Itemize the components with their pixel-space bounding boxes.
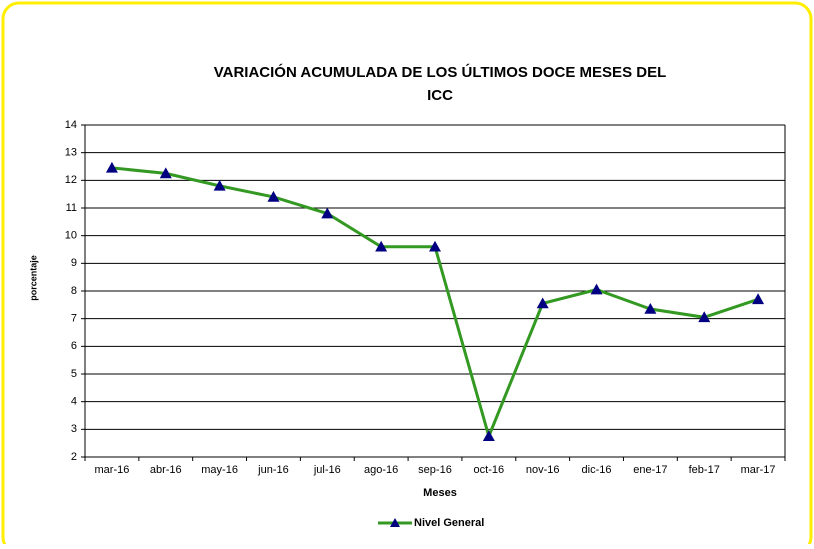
y-tick-label: 7 xyxy=(71,313,77,325)
marker xyxy=(375,240,388,252)
y-tick-label: 13 xyxy=(65,147,77,159)
marker xyxy=(590,283,603,295)
marker xyxy=(267,190,280,202)
y-tick-label: 4 xyxy=(71,396,77,408)
legend-label: Nivel General xyxy=(414,517,484,529)
x-tick-label: jul-16 xyxy=(313,464,341,476)
x-tick-label: ago-16 xyxy=(364,464,398,476)
y-axis-label: porcentaje xyxy=(28,255,38,301)
x-tick-label: dic-16 xyxy=(582,464,612,476)
x-tick-label: mar-17 xyxy=(741,464,776,476)
x-axis-label: Meses xyxy=(423,487,457,499)
x-tick-label: jun-16 xyxy=(257,464,289,476)
x-tick-label: oct-16 xyxy=(474,464,505,476)
marker xyxy=(482,430,495,442)
y-tick-label: 12 xyxy=(65,174,77,186)
legend-marker xyxy=(390,518,400,527)
y-tick-label: 9 xyxy=(71,257,77,269)
chart-title: VARIACIÓN ACUMULADA DE LOS ÚLTIMOS DOCE … xyxy=(214,63,667,104)
y-tick-label: 8 xyxy=(71,285,77,297)
marker xyxy=(213,179,226,191)
x-tick-label: may-16 xyxy=(201,464,238,476)
marker xyxy=(159,167,172,179)
y-tick-label: 14 xyxy=(65,119,77,131)
marker xyxy=(105,161,118,173)
x-tick-label: nov-16 xyxy=(526,464,560,476)
y-tick-label: 6 xyxy=(71,340,77,352)
y-tick-label: 10 xyxy=(65,230,77,242)
y-tick-label: 11 xyxy=(66,202,77,214)
marker xyxy=(429,240,441,252)
x-tick-label: abr-16 xyxy=(150,464,182,476)
x-tick-label: mar-16 xyxy=(95,464,130,476)
x-tick-label: ene-17 xyxy=(633,464,667,476)
marker xyxy=(321,207,334,219)
y-tick-label: 2 xyxy=(71,451,77,463)
marker xyxy=(644,302,657,314)
x-tick-label: sep-16 xyxy=(418,464,452,476)
marker xyxy=(536,297,549,309)
x-tick-label: feb-17 xyxy=(689,464,720,476)
y-tick-label: 3 xyxy=(71,423,77,435)
marker xyxy=(698,311,711,323)
y-tick-label: 5 xyxy=(71,368,77,380)
marker xyxy=(752,293,765,305)
